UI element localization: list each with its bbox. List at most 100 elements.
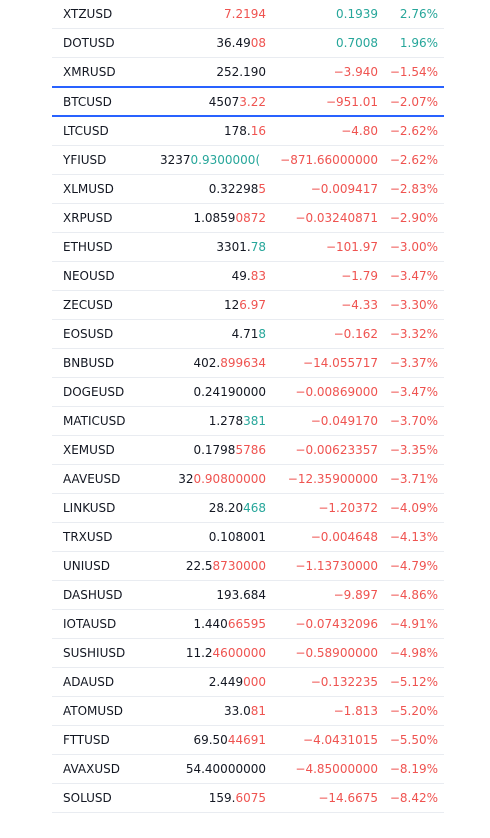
- watchlist-row-fttusd[interactable]: FTTUSD 69.5044691 −4.0431015 −5.50%: [52, 726, 444, 755]
- last-price: 36.4908: [216, 29, 266, 57]
- symbol-label: LTCUSD: [63, 124, 109, 138]
- last-price-tick: 83: [250, 269, 266, 283]
- change-value: −9.897: [333, 588, 378, 602]
- last-price-tick: 81: [250, 704, 266, 718]
- change-percent: −4.09%: [389, 501, 438, 515]
- last-price-tick: 6075: [235, 791, 266, 805]
- last-price-main: 252.190: [216, 65, 266, 79]
- change-value: −4.80: [341, 124, 378, 138]
- watchlist-row-yfiusd[interactable]: YFIUSD 32370.9300000(−871.66000000 −2.62%: [52, 146, 444, 175]
- last-price-tick: 08: [250, 36, 266, 50]
- last-price-tick: 000: [243, 675, 266, 689]
- symbol-label: FTTUSD: [63, 733, 110, 747]
- watchlist-row-aaveusd[interactable]: AAVEUSD 320.90800000 −12.35900000 −3.71%: [52, 465, 444, 494]
- watchlist-row-dashusd[interactable]: DASHUSD 193.684 −9.897 −4.86%: [52, 581, 444, 610]
- last-price-main: 0.24190000: [193, 385, 266, 399]
- last-price: 0.322985: [209, 175, 266, 203]
- last-price-main: 1.440: [193, 617, 228, 631]
- watchlist-row-dogeusd[interactable]: DOGEUSD 0.24190000 −0.00869000 −3.47%: [52, 378, 444, 407]
- watchlist-row-linkusd[interactable]: LINKUSD 28.20468 −1.20372 −4.09%: [52, 494, 444, 523]
- change-percent: 1.96%: [399, 36, 438, 50]
- symbol-label: EOSUSD: [63, 327, 114, 341]
- last-price-main: 4507: [208, 95, 240, 109]
- watchlist-row-uniusd[interactable]: UNIUSD 22.58730000 −1.13730000 −4.79%: [52, 552, 444, 581]
- watchlist-row-solusd[interactable]: SOLUSD 159.6075 −14.6675 −8.42%: [52, 784, 444, 813]
- watchlist-row-xlmusd[interactable]: XLMUSD 0.322985 −0.009417 −2.83%: [52, 175, 444, 204]
- last-price-main: 0.32298: [208, 182, 259, 196]
- change-value: −0.07432096: [295, 617, 378, 631]
- change-value: −0.004648: [310, 530, 378, 544]
- watchlist-row-ltcusd[interactable]: LTCUSD 178.16 −4.80 −2.62%: [52, 117, 444, 146]
- last-price-main: 1.278: [208, 414, 244, 428]
- symbol-label: SUSHIUSD: [63, 646, 126, 660]
- last-price-tick: 381: [243, 414, 266, 428]
- symbol-label: XMRUSD: [63, 65, 116, 79]
- last-price: 3301.78: [216, 233, 266, 261]
- last-price-main: 0.1798: [193, 443, 236, 457]
- change-value: −0.00623357: [295, 443, 378, 457]
- change-value: −3.940: [333, 65, 378, 79]
- change-value: −951.01: [325, 95, 378, 109]
- change-percent: −4.13%: [389, 530, 438, 544]
- watchlist-row-bnbusd[interactable]: BNBUSD 402.899634 −14.055717 −3.37%: [52, 349, 444, 378]
- symbol-label: ADAUSD: [63, 675, 115, 689]
- watchlist-row-adausd[interactable]: ADAUSD 2.449000 −0.132235 −5.12%: [52, 668, 444, 697]
- last-price-tick: 44691: [227, 733, 266, 747]
- last-price-main: 54.40000000: [185, 762, 266, 776]
- watchlist-row-xemusd[interactable]: XEMUSD 0.17985786 −0.00623357 −3.35%: [52, 436, 444, 465]
- last-price-tick: 78: [250, 240, 266, 254]
- last-price-main: 49.: [231, 269, 251, 283]
- last-price: 54.40000000: [186, 755, 266, 783]
- last-price-tick: 4600000: [212, 646, 266, 660]
- watchlist-row-xmrusd[interactable]: XMRUSD 252.190 −3.940 −1.54%: [52, 58, 444, 87]
- symbol-label: XTZUSD: [63, 7, 113, 21]
- change-percent: −2.07%: [389, 95, 438, 109]
- change-percent: −3.47%: [389, 385, 438, 399]
- last-price-main: 36.49: [216, 36, 251, 50]
- last-price-main: 193.684: [216, 588, 266, 602]
- watchlist-row-ethusd[interactable]: ETHUSD 3301.78 −101.97 −3.00%: [52, 233, 444, 262]
- symbol-label: DOGEUSD: [63, 385, 125, 399]
- last-price-tick: 7.2194: [224, 7, 266, 21]
- symbol-label: NEOUSD: [63, 269, 115, 283]
- watchlist-row-zecusd[interactable]: ZECUSD 126.97 −4.33 −3.30%: [52, 291, 444, 320]
- watchlist-row-maticusd[interactable]: MATICUSD 1.278381 −0.049170 −3.70%: [52, 407, 444, 436]
- change-value: −1.20372: [318, 501, 378, 515]
- change-percent: −3.71%: [389, 472, 438, 486]
- symbol-label: XEMUSD: [63, 443, 115, 457]
- last-price: 126.97: [224, 291, 266, 319]
- last-price-main: 12: [224, 298, 240, 312]
- watchlist-row-dotusd[interactable]: DOTUSD 36.4908 0.7008 1.96%: [52, 29, 444, 58]
- watchlist: XTZUSD 7.2194 0.1939 2.76% DOTUSD 36.4908 0.70…: [52, 0, 444, 813]
- symbol-label: TRXUSD: [63, 530, 113, 544]
- last-price-tick: 16: [250, 124, 266, 138]
- change-percent: −3.00%: [389, 240, 438, 254]
- change-value: −1.13730000: [295, 559, 378, 573]
- watchlist-row-btcusd[interactable]: BTCUSD 45073.22 −951.01 −2.07%: [52, 86, 444, 117]
- last-price-tick: 8: [258, 327, 266, 341]
- last-price-tick: 0.90800000: [193, 472, 266, 486]
- watchlist-row-neousd[interactable]: NEOUSD 49.83 −1.79 −3.47%: [52, 262, 444, 291]
- symbol-label: MATICUSD: [63, 414, 126, 428]
- change-value: −0.00869000: [295, 385, 378, 399]
- change-percent: −3.47%: [389, 269, 438, 283]
- watchlist-row-sushiusd[interactable]: SUSHIUSD 11.24600000 −0.58900000 −4.98%: [52, 639, 444, 668]
- change-percent: −8.19%: [389, 762, 438, 776]
- watchlist-row-iotausd[interactable]: IOTAUSD 1.44066595 −0.07432096 −4.91%: [52, 610, 444, 639]
- last-price-main: 32: [178, 472, 194, 486]
- symbol-label: UNIUSD: [63, 559, 110, 573]
- watchlist-row-atomusd[interactable]: ATOMUSD 33.081 −1.813 −5.20%: [52, 697, 444, 726]
- watchlist-row-trxusd[interactable]: TRXUSD 0.108001 −0.004648 −4.13%: [52, 523, 444, 552]
- watchlist-row-xrpusd[interactable]: XRPUSD 1.08590872 −0.03240871 −2.90%: [52, 204, 444, 233]
- symbol-label: YFIUSD: [63, 153, 107, 167]
- change-value: −1.813: [333, 704, 378, 718]
- last-price-main: 11.2: [185, 646, 213, 660]
- watchlist-row-avaxusd[interactable]: AVAXUSD 54.40000000 −4.85000000 −8.19%: [52, 755, 444, 784]
- symbol-label: DASHUSD: [63, 588, 123, 602]
- change-value: 0.1939: [336, 7, 378, 21]
- last-price-tick: 3.22: [239, 95, 266, 109]
- last-price: 0.108001: [209, 523, 266, 551]
- last-price-main: 4.71: [231, 327, 259, 341]
- watchlist-row-eosusd[interactable]: EOSUSD 4.718 −0.162 −3.32%: [52, 320, 444, 349]
- watchlist-row-xtzusd[interactable]: XTZUSD 7.2194 0.1939 2.76%: [52, 0, 444, 29]
